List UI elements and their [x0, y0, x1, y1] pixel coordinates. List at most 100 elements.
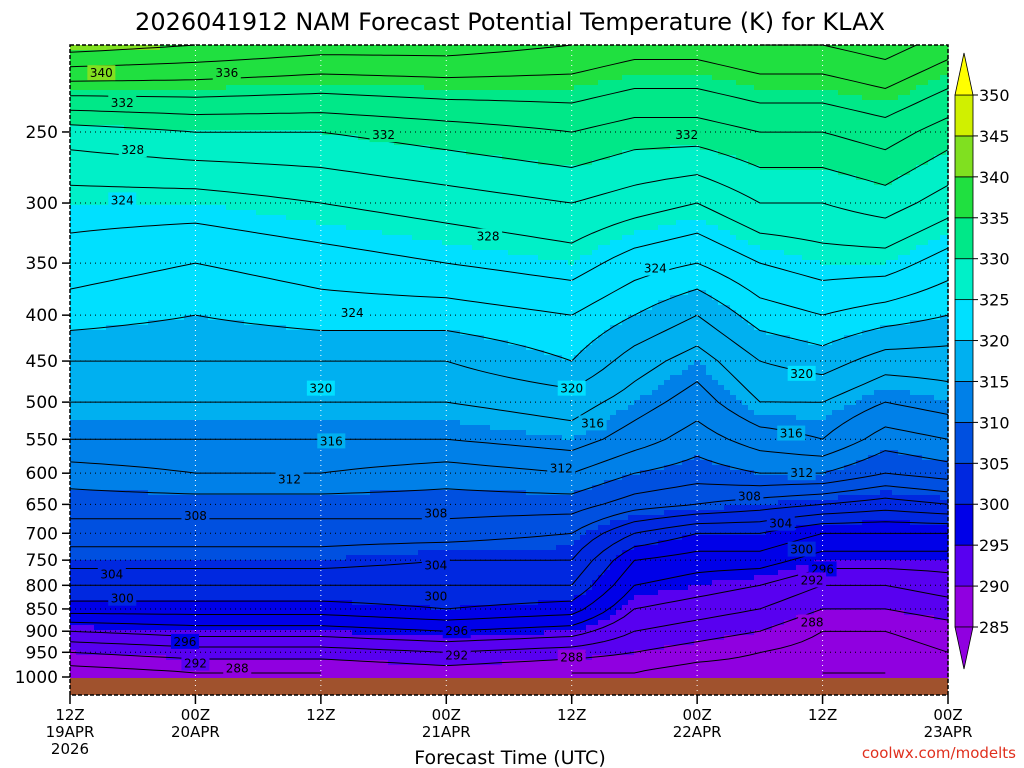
field-cell [124, 345, 131, 351]
field-cell [136, 295, 143, 301]
field-cell [292, 360, 299, 366]
field-cell [160, 630, 167, 636]
field-cell [196, 500, 203, 506]
field-cell [202, 175, 209, 181]
field-cell [184, 145, 191, 151]
field-cell [220, 580, 227, 586]
field-cell [88, 415, 95, 421]
field-cell [214, 425, 221, 431]
field-cell [118, 470, 125, 476]
field-cell [94, 265, 101, 271]
field-cell [88, 420, 95, 426]
field-cell [280, 105, 287, 111]
field-cell [214, 255, 221, 261]
field-cell [226, 180, 233, 186]
field-cell [202, 140, 209, 146]
field-cell [142, 390, 149, 396]
field-cell [250, 500, 257, 506]
field-cell [262, 490, 269, 496]
field-cell [304, 45, 311, 51]
field-cell [154, 320, 161, 326]
field-cell [268, 95, 275, 101]
field-cell [280, 505, 287, 511]
field-cell [208, 385, 215, 391]
field-cell [136, 460, 143, 466]
field-cell [196, 430, 203, 436]
field-cell [88, 520, 95, 526]
field-cell [160, 650, 167, 656]
field-cell [154, 350, 161, 356]
field-cell [244, 605, 251, 611]
field-cell [76, 495, 83, 501]
field-cell [166, 560, 173, 566]
field-cell [214, 235, 221, 241]
field-cell [142, 160, 149, 166]
field-cell [166, 300, 173, 306]
field-cell [238, 625, 245, 631]
field-cell [136, 415, 143, 421]
field-cell [202, 430, 209, 436]
field-cell [220, 575, 227, 581]
field-cell [256, 395, 263, 401]
field-cell [298, 300, 305, 306]
field-cell [274, 225, 281, 231]
field-cell [298, 260, 305, 266]
field-cell [124, 180, 131, 186]
field-cell [196, 615, 203, 621]
field-cell [280, 70, 287, 76]
field-cell [286, 105, 293, 111]
field-cell [88, 410, 95, 416]
field-cell [250, 365, 257, 371]
field-cell [250, 165, 257, 171]
field-cell [124, 390, 131, 396]
field-cell [286, 525, 293, 531]
field-cell [130, 155, 137, 161]
field-cell [214, 55, 221, 61]
field-cell [208, 460, 215, 466]
field-cell [256, 410, 263, 416]
field-cell [106, 505, 113, 511]
field-cell [274, 505, 281, 511]
field-cell [130, 115, 137, 121]
field-cell [88, 100, 95, 106]
field-cell [106, 335, 113, 341]
field-cell [82, 635, 89, 641]
field-cell [160, 60, 167, 66]
field-cell [280, 265, 287, 271]
field-cell [268, 640, 275, 646]
field-cell [262, 195, 269, 201]
field-cell [226, 490, 233, 496]
field-cell [70, 205, 77, 211]
field-cell [172, 340, 179, 346]
field-cell [136, 570, 143, 576]
field-cell [262, 465, 269, 471]
field-cell [196, 205, 203, 211]
field-cell [112, 305, 119, 311]
field-cell [172, 295, 179, 301]
field-cell [280, 255, 287, 261]
field-cell [142, 240, 149, 246]
field-cell [268, 115, 275, 121]
field-cell [292, 280, 299, 286]
field-cell [118, 425, 125, 431]
field-cell [112, 85, 119, 91]
field-cell [268, 605, 275, 611]
field-cell [154, 175, 161, 181]
field-cell [76, 600, 83, 606]
field-cell [112, 675, 119, 681]
field-cell [70, 440, 77, 446]
field-cell [244, 125, 251, 131]
field-cell [172, 120, 179, 126]
field-cell [208, 675, 215, 681]
field-cell [70, 310, 77, 316]
field-cell [172, 415, 179, 421]
field-cell [232, 215, 239, 221]
field-cell [166, 85, 173, 91]
field-cell [190, 130, 197, 136]
field-cell [268, 285, 275, 291]
field-cell [202, 635, 209, 641]
field-cell [298, 455, 305, 461]
field-cell [148, 215, 155, 221]
field-cell [214, 540, 221, 546]
field-cell [184, 395, 191, 401]
